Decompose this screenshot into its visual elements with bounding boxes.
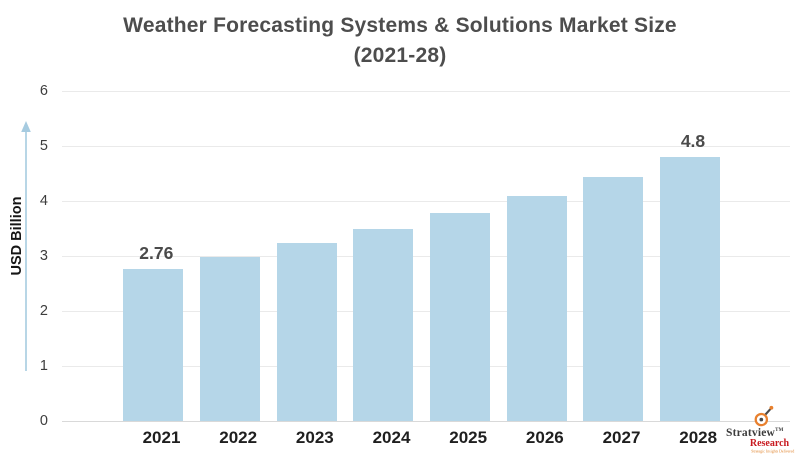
bar-2027 [583, 177, 644, 421]
bar-2024 [353, 228, 414, 421]
x-tick-label-2022: 2022 [219, 428, 258, 447]
logo-brand-text: Stratview [726, 427, 776, 439]
logo-tagline: Strategic Insights Delivered [751, 449, 795, 454]
x-tick-label-2026: 2026 [525, 428, 564, 447]
gridline-y1 [62, 365, 790, 367]
y-tick-label-6: 6 [39, 83, 48, 99]
y-tick-label-4: 4 [39, 193, 48, 209]
gridline-y4 [62, 200, 790, 202]
value-label-2028: 4.8 [680, 131, 706, 151]
chart-title: Weather Forecasting Systems & Solutions … [0, 11, 800, 71]
value-label-2021: 2.76 [139, 243, 174, 264]
gridline-y6 [62, 90, 790, 92]
bar-2028 [659, 157, 720, 421]
x-tick-label-2021: 2021 [142, 428, 181, 447]
y-tick-label-5: 5 [39, 138, 48, 154]
y-tick-label-1: 1 [39, 358, 48, 374]
y-tick-label-3: 3 [39, 248, 48, 264]
stratview-logo: StratviewTM Research Strategic Insights … [726, 403, 798, 455]
x-tick-label-2025: 2025 [449, 428, 488, 447]
y-tick-label-2: 2 [39, 303, 48, 319]
magnifier-icon [754, 405, 774, 427]
chart-title-line1: Weather Forecasting Systems & Solutions … [123, 14, 677, 37]
bar-2025 [429, 212, 490, 421]
bar-2026 [506, 195, 567, 421]
x-tick-label-2024: 2024 [372, 428, 411, 447]
gridline-y3 [62, 255, 790, 257]
bar-2021 [123, 269, 184, 421]
gridline-y2 [62, 310, 790, 312]
logo-division: Research [749, 438, 790, 449]
chart-title-line2: (2021-28) [353, 44, 447, 67]
logo-brand: StratviewTM [726, 427, 786, 439]
logo-trademark: TM [775, 428, 784, 434]
y-axis-arrow-icon [21, 121, 31, 371]
x-tick-label-2023: 2023 [295, 428, 334, 447]
gridline-y5 [62, 145, 790, 147]
bar-2022 [199, 256, 260, 421]
gridline-y0 [62, 420, 790, 422]
y-tick-label-0: 0 [39, 413, 48, 429]
bar-2023 [276, 242, 337, 421]
x-tick-label-2028: 2028 [679, 428, 718, 447]
x-tick-label-2027: 2027 [602, 428, 641, 447]
